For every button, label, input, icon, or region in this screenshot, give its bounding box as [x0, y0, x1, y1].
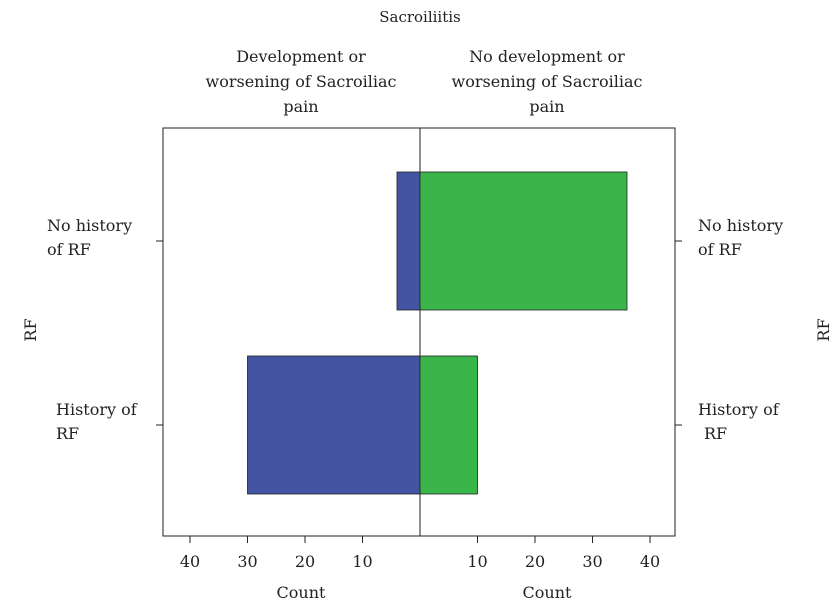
x-tick-label: 30 [237, 552, 257, 571]
panel-label-left: pain [283, 97, 318, 116]
chart-title: Sacroiliitis [379, 8, 461, 26]
x-tick-label: 40 [180, 552, 200, 571]
category-labels: No history of RF No history of RF History of… [47, 216, 783, 443]
x-tick-label: 40 [640, 552, 660, 571]
x-tick-label: 10 [352, 552, 372, 571]
y-axis-label-right: RF [814, 318, 833, 341]
bar-right-1 [419, 355, 478, 495]
x-axis-label-right: Count [523, 583, 572, 602]
bar-left-0 [396, 171, 421, 311]
category-label-left: RF [56, 424, 79, 443]
bar-right-0 [419, 171, 628, 311]
axis-ticks: 40 40 30 30 20 20 10 10 [180, 536, 660, 571]
x-tick-label: 20 [525, 552, 545, 571]
bar-left-1 [247, 355, 421, 495]
plot-frame [162, 127, 676, 537]
x-tick-label: 10 [467, 552, 487, 571]
panel-label-right: pain [529, 97, 564, 116]
bars [247, 171, 628, 495]
x-tick-label: 20 [295, 552, 315, 571]
x-tick-label: 30 [582, 552, 602, 571]
category-label-right: of RF [698, 240, 742, 259]
panel-label-right: No development or [469, 47, 625, 66]
category-label-left: No history [47, 216, 132, 235]
panel-label-left: Development or [236, 47, 366, 66]
category-label-right: RF [704, 424, 727, 443]
category-label-right: History of [698, 400, 780, 419]
category-label-left: History of [56, 400, 138, 419]
x-axis-label-left: Count [277, 583, 326, 602]
category-label-left: of RF [47, 240, 91, 259]
panel-label-left: worsening of Sacroiliac [206, 72, 397, 91]
panel-label-right: worsening of Sacroiliac [452, 72, 643, 91]
panel-labels: Development or worsening of Sacroiliac pai… [206, 47, 643, 116]
y-axis-label-left: RF [21, 318, 40, 341]
category-label-right: No history [698, 216, 783, 235]
